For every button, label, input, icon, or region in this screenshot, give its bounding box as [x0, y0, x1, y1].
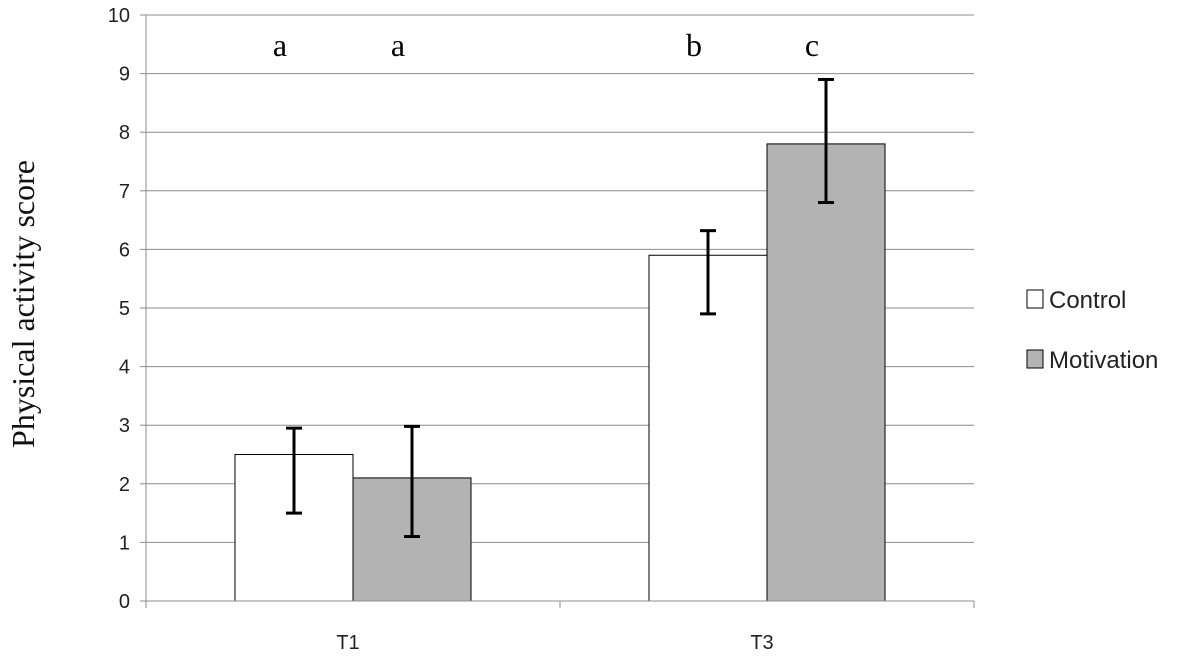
- y-tick-label: 1: [119, 532, 130, 554]
- y-tick-labels: 0 1 2 3 4 5 6 7 8 9 10: [108, 5, 130, 613]
- error-bars: [286, 77, 834, 539]
- y-tick-label: 7: [119, 181, 130, 203]
- y-tick-label: 9: [119, 64, 130, 86]
- y-tick-label: 4: [119, 357, 130, 379]
- axes: [140, 14, 975, 608]
- significance-letter: b: [686, 27, 702, 63]
- legend-swatch-control: [1026, 289, 1044, 309]
- bars: [234, 143, 886, 602]
- y-tick-label: 8: [119, 122, 130, 144]
- y-tick-label: 3: [119, 415, 130, 437]
- significance-letter: c: [805, 27, 819, 63]
- y-tick-label: 5: [119, 298, 130, 320]
- legend-swatch-motivation: [1026, 349, 1044, 369]
- x-category-label: T1: [336, 632, 359, 654]
- legend-label: Motivation: [1049, 347, 1158, 374]
- significance-letter: a: [273, 27, 287, 63]
- legend-label: Control: [1049, 287, 1126, 314]
- x-category-labels: T1 T3: [336, 632, 773, 654]
- bar-motivation-t3: [766, 143, 886, 602]
- x-category-label: T3: [750, 632, 773, 654]
- y-tick-label: 10: [108, 5, 130, 27]
- significance-letter: a: [391, 27, 405, 63]
- y-tick-label: 6: [119, 239, 130, 261]
- y-tick-label: 0: [119, 591, 130, 613]
- y-tick-label: 2: [119, 474, 130, 496]
- y-axis-label: Physical activity score: [5, 160, 41, 448]
- legend: Control Motivation: [1026, 287, 1158, 374]
